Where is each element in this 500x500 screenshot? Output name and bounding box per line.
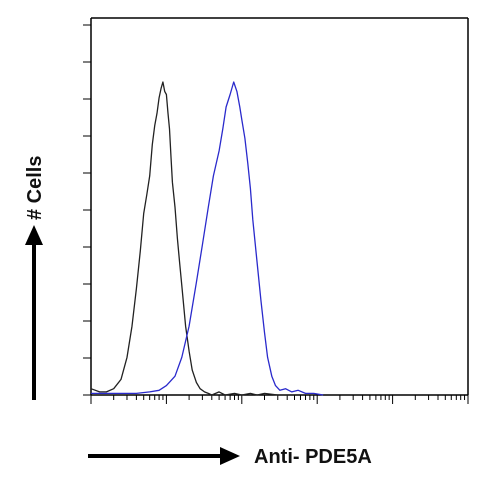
x-axis-arrow (88, 447, 240, 465)
series-group (90, 81, 324, 396)
y-axis-arrow (25, 225, 43, 400)
series-line-stained (91, 81, 324, 396)
y-axis-ticks (83, 24, 91, 396)
plot-frame (90, 17, 469, 396)
x-axis-label: Anti- PDE5A (254, 446, 372, 468)
series-line-control (90, 81, 295, 396)
x-axis-ticks (90, 395, 469, 404)
y-axis-label: # Cells (24, 156, 46, 220)
